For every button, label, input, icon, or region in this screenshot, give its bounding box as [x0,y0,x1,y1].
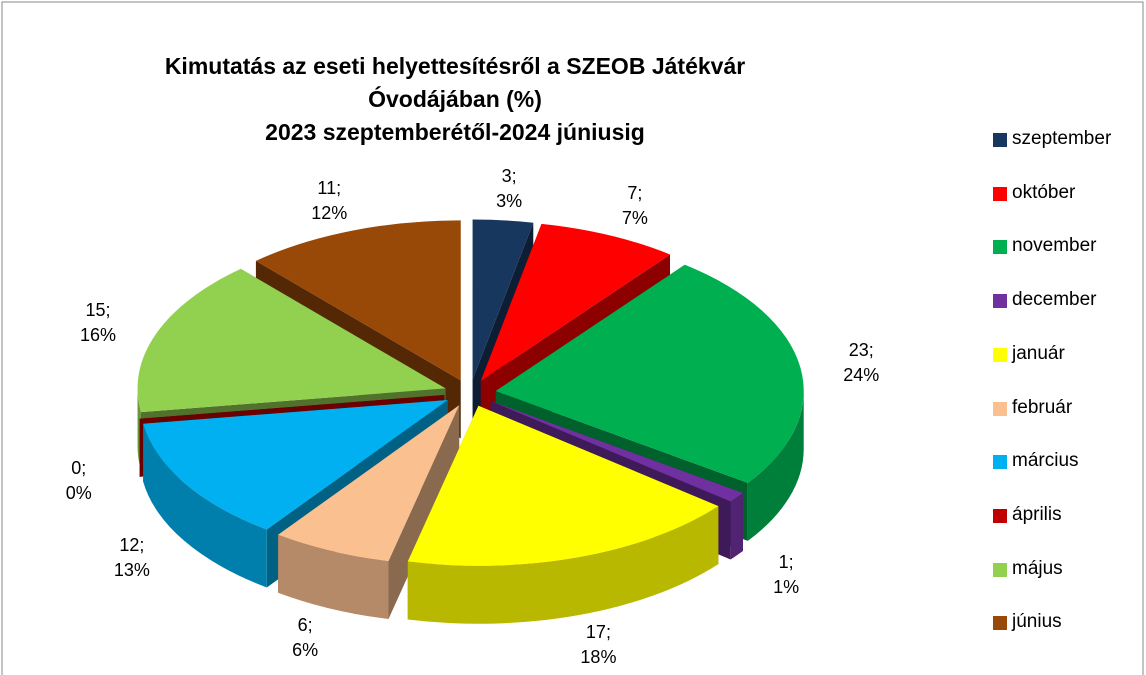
data-label: 11; 12% [311,177,348,223]
slice-top [472,219,534,380]
legend-swatch [993,186,1007,201]
pie-slice [407,405,719,624]
slice-wall [747,390,804,541]
legend-swatch [993,294,1007,309]
legend-label: október [1012,181,1076,203]
legend-swatch [993,455,1007,470]
slice-top [407,405,719,566]
legend-swatch [993,347,1007,362]
legend-label: február [1012,396,1073,418]
legend-swatch [993,616,1007,631]
legend-swatch [993,240,1007,255]
legend-swatch [993,508,1007,523]
slice-top [255,220,461,381]
data-label: 1; 1% [773,551,800,597]
legend-label: június [1012,611,1062,633]
legend-swatch [993,562,1007,577]
data-label: 17; 18% [580,622,617,668]
slice-top [495,264,804,483]
slice-wall [407,506,719,624]
data-label: 12; 13% [113,534,150,580]
slice-top [480,223,671,381]
chart-title: Kimutatás az eseti helyettesítésről a SZ… [164,53,746,112]
data-label: 15; 16% [79,300,117,346]
legend-label: január [1012,342,1065,364]
legend-label: december [1012,289,1097,311]
slice-top [490,401,743,502]
slice-top [278,405,460,562]
legend-label: szeptember [1012,128,1112,149]
slice-wall [730,493,743,560]
legend-label: május [1012,557,1063,579]
legend-label: november [1012,235,1097,257]
data-label: 0; 0% [65,458,92,504]
slice-top [137,268,446,413]
data-label: 3; 3% [496,165,523,211]
legend-label: április [1012,503,1062,525]
slice-wall [143,423,267,588]
legend-label: március [1012,450,1079,472]
slice-top [143,400,448,530]
legend-swatch [993,133,1007,147]
data-label: 23; 24% [843,339,880,385]
legend-swatch [993,401,1007,416]
slice-wall [278,534,389,620]
pie-slice [278,405,460,620]
chart-subtitle: 2023 szeptemberétől-2024 júniusig [265,119,645,145]
data-label: 7; 7% [621,183,648,229]
data-label: 6; 6% [292,614,319,660]
